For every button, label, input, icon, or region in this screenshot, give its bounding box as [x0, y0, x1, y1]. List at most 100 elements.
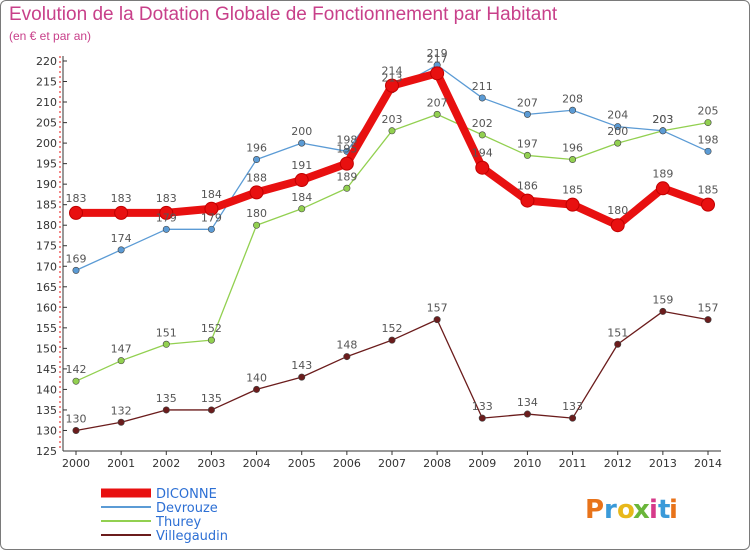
y-tick-label: 130	[36, 424, 57, 437]
logo-letter: x	[633, 495, 650, 525]
data-label-villegaudin: 133	[562, 400, 583, 413]
data-label-diconne: 180	[607, 204, 628, 217]
data-label-villegaudin: 134	[517, 396, 538, 409]
data-point-devrouze	[207, 225, 215, 233]
data-point-villegaudin	[569, 414, 577, 422]
x-tick-label: 2008	[423, 457, 451, 470]
legend-label: DICONNE	[156, 487, 217, 502]
x-tick-label: 2012	[604, 457, 632, 470]
y-tick-label: 125	[36, 445, 57, 458]
data-label-diconne: 189	[652, 167, 673, 180]
data-point-devrouze	[72, 266, 80, 274]
data-label-diconne: 217	[427, 52, 448, 65]
data-label-thurey: 203	[652, 113, 673, 126]
data-point-villegaudin	[478, 414, 486, 422]
data-point-diconne	[204, 201, 219, 216]
data-point-diconne	[430, 66, 445, 81]
data-label-thurey: 202	[472, 117, 493, 130]
data-label-devrouze: 169	[66, 252, 87, 265]
x-tick-label: 2001	[107, 457, 135, 470]
data-label-devrouze: 179	[201, 211, 222, 224]
y-tick-label: 170	[36, 260, 57, 273]
y-tick-label: 205	[36, 117, 57, 130]
data-label-thurey: 207	[427, 96, 448, 109]
data-label-villegaudin: 132	[111, 404, 132, 417]
data-label-thurey: 203	[382, 113, 403, 126]
data-label-devrouze: 198	[336, 133, 357, 146]
data-label-devrouze: 207	[517, 96, 538, 109]
y-tick-label: 185	[36, 199, 57, 212]
y-tick-label: 180	[36, 219, 57, 232]
data-point-villegaudin	[298, 373, 306, 381]
data-point-villegaudin	[343, 353, 351, 361]
data-label-diconne: 183	[111, 192, 132, 205]
x-tick-label: 2013	[649, 457, 677, 470]
y-tick-label: 165	[36, 281, 57, 294]
data-label-devrouze: 211	[472, 80, 493, 93]
data-label-thurey: 200	[607, 125, 628, 138]
data-point-devrouze	[523, 110, 531, 118]
y-tick-label: 145	[36, 363, 57, 376]
data-label-diconne: 184	[201, 188, 222, 201]
legend-label: Villegaudin	[156, 529, 228, 544]
data-label-devrouze: 198	[698, 133, 719, 146]
data-point-diconne	[159, 205, 174, 220]
logo-letter: P	[585, 495, 604, 525]
chart-subtitle: (en € et par an)	[9, 29, 92, 43]
data-label-villegaudin: 133	[472, 400, 493, 413]
data-point-villegaudin	[117, 418, 125, 426]
data-label-thurey: 151	[156, 326, 177, 339]
data-label-diconne: 185	[562, 184, 583, 197]
y-tick-label: 155	[36, 322, 57, 335]
data-label-devrouze: 213	[382, 72, 403, 85]
data-point-devrouze	[162, 225, 170, 233]
data-point-villegaudin	[72, 426, 80, 434]
data-label-villegaudin: 140	[246, 371, 267, 384]
data-point-thurey	[298, 205, 306, 213]
y-tick-label: 200	[36, 137, 57, 150]
data-point-devrouze	[478, 94, 486, 102]
data-label-villegaudin: 151	[607, 326, 628, 339]
data-labels-layer: 130 132 135 135 140 143 148 152 157 133 134 133 151 1…	[66, 47, 719, 425]
x-tick-label: 2006	[333, 457, 361, 470]
chart-title: Evolution de la Dotation Globale de Fonc…	[9, 4, 558, 25]
x-tick-label: 2009	[468, 457, 496, 470]
x-tick-label: 2011	[559, 457, 587, 470]
data-point-thurey	[433, 110, 441, 118]
data-label-thurey: 184	[291, 191, 312, 204]
data-point-diconne	[114, 205, 129, 220]
data-point-thurey	[704, 119, 712, 127]
x-tick-label: 2003	[197, 457, 225, 470]
data-label-devrouze: 174	[111, 232, 132, 245]
data-point-devrouze	[704, 147, 712, 155]
data-label-devrouze: 219	[427, 47, 448, 60]
data-point-thurey	[388, 127, 396, 135]
data-point-thurey	[478, 131, 486, 139]
data-point-thurey	[162, 340, 170, 348]
logo-letter: o	[617, 495, 635, 525]
data-point-devrouze	[569, 106, 577, 114]
series-layer	[69, 61, 715, 434]
data-label-diconne: 195	[336, 143, 357, 156]
data-point-villegaudin	[523, 410, 531, 418]
data-label-diconne: 186	[517, 180, 538, 193]
legend-label: Thurey	[155, 515, 201, 530]
data-label-villegaudin: 157	[698, 302, 719, 315]
data-point-thurey	[117, 357, 125, 365]
data-point-diconne	[655, 181, 670, 196]
data-point-diconne	[701, 197, 715, 212]
data-label-devrouze: 179	[156, 211, 177, 224]
data-label-villegaudin: 159	[652, 293, 673, 306]
x-tick-label: 2000	[62, 457, 90, 470]
legend-label: Devrouze	[156, 501, 218, 516]
data-point-villegaudin	[162, 406, 170, 414]
data-point-thurey	[207, 336, 215, 344]
data-label-villegaudin: 143	[291, 359, 312, 372]
data-point-devrouze	[117, 246, 125, 254]
y-tick-label: 210	[36, 96, 57, 109]
data-label-thurey: 205	[698, 105, 719, 118]
x-tick-label: 2005	[288, 457, 316, 470]
